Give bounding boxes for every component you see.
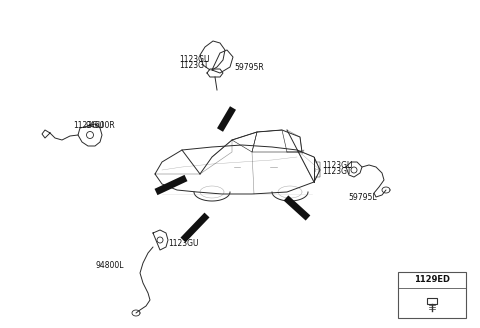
Bar: [398, 272, 466, 318]
Text: 1123GU: 1123GU: [179, 55, 209, 65]
Text: 1123GT: 1123GT: [322, 168, 351, 176]
Text: H: H: [315, 168, 319, 173]
Text: 59795L: 59795L: [348, 194, 377, 202]
Text: 1123GU: 1123GU: [168, 239, 199, 249]
Text: 94800L: 94800L: [95, 260, 123, 270]
Text: 1123GU: 1123GU: [73, 120, 104, 130]
Text: 1123GU: 1123GU: [322, 161, 352, 171]
Text: 1123GT: 1123GT: [179, 62, 208, 71]
Text: 94600R: 94600R: [86, 120, 116, 130]
Bar: [427, 298, 437, 304]
Text: 59795R: 59795R: [234, 63, 264, 72]
Text: 1129ED: 1129ED: [414, 276, 450, 284]
